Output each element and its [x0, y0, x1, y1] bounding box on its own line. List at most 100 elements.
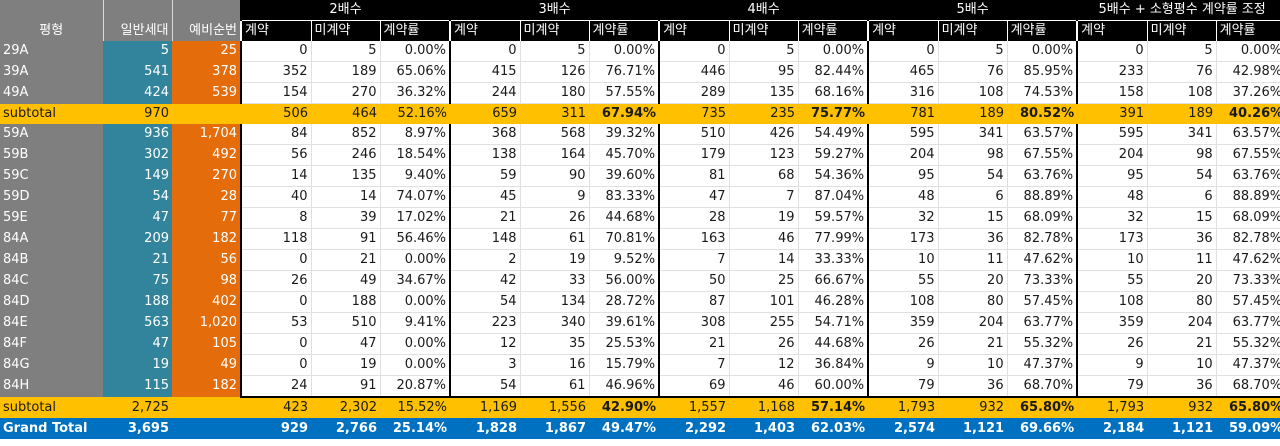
uncontracted-cell: 5: [311, 41, 381, 62]
rate-cell: 52.16%: [380, 103, 451, 124]
rate-cell: 0.00%: [380, 41, 451, 62]
header-uncontracted: 미계약: [519, 20, 590, 41]
uncontracted-cell: 36: [938, 228, 1008, 250]
uncontracted-cell: 1,168: [729, 397, 799, 418]
rate-cell: 68.09%: [1216, 207, 1280, 229]
rate-cell: 0.00%: [380, 291, 451, 313]
contract-cell: 391: [1077, 103, 1148, 124]
contract-cell: 12: [449, 333, 521, 355]
table-row: 84B 21 56 0 21 0.00% 2 19 9.52% 7 14 33.33% 10 11 47.6…: [0, 249, 1280, 271]
uncontracted-cell: 180: [520, 82, 590, 104]
header-rate: 계약률: [588, 20, 660, 41]
header-contract: 계약: [1076, 20, 1148, 41]
rate-cell: 60.00%: [798, 375, 869, 398]
contract-cell: 158: [1076, 82, 1148, 104]
reserve-count-cell: 1,020: [172, 312, 241, 334]
unit-type-cell: 39A: [0, 61, 103, 83]
header-contract: 계약: [240, 20, 311, 41]
uncontracted-cell: 54: [1147, 165, 1217, 187]
contract-cell: 54: [449, 375, 521, 398]
rate-cell: 67.55%: [1216, 144, 1280, 166]
reserve-count-cell: 182: [172, 228, 241, 250]
uncontracted-cell: 126: [520, 61, 590, 83]
header-group-row: 평형 일반세대 예비순번 2배수 3배수 4배수 5배수 5배수 + 소형평수 …: [0, 0, 1280, 41]
rate-cell: 63.57%: [1216, 124, 1280, 145]
rate-cell: 68.09%: [1007, 207, 1078, 229]
contract-cell: 138: [449, 144, 521, 166]
contract-cell: 48: [867, 186, 939, 208]
contract-cell: 929: [241, 418, 311, 439]
contract-cell: 2,292: [659, 418, 730, 439]
contract-cell: 204: [1076, 144, 1148, 166]
contract-cell: 14: [240, 165, 312, 187]
reserve-count-cell: 182: [172, 375, 241, 397]
contract-cell: 108: [1076, 291, 1148, 313]
rate-cell: 74.53%: [1007, 82, 1078, 104]
rate-cell: 74.07%: [380, 186, 451, 208]
uncontracted-cell: 36: [1147, 375, 1217, 398]
rate-cell: 70.81%: [589, 228, 660, 250]
uncontracted-cell: 311: [520, 103, 590, 124]
contract-cell: 21: [449, 207, 521, 229]
unit-type-cell: 84C: [0, 270, 103, 292]
rate-cell: 9.40%: [380, 165, 451, 187]
contract-cell: 0: [449, 41, 521, 62]
contract-cell: 40: [240, 186, 312, 208]
contract-cell: 316: [867, 82, 939, 104]
uncontracted-cell: 135: [311, 165, 381, 187]
general-count-cell: 563: [103, 312, 172, 334]
uncontracted-cell: 20: [938, 270, 1008, 292]
rate-cell: 0.00%: [380, 354, 451, 376]
uncontracted-cell: 91: [311, 375, 381, 398]
reserve-count-cell: 77: [172, 207, 241, 229]
uncontracted-cell: 36: [1147, 228, 1217, 250]
contract-cell: 359: [1076, 312, 1148, 334]
contract-cell: 308: [658, 312, 730, 334]
uncontracted-cell: 21: [938, 333, 1008, 355]
contract-cell: 506: [241, 103, 311, 124]
table-row: 84H 115 182 24 91 20.87% 54 61 46.96% 69 46 60.00% 7…: [0, 375, 1280, 398]
reserve-count-cell: 1,704: [172, 124, 241, 145]
unit-type-cell: 84A: [0, 228, 103, 250]
contract-cell: 173: [867, 228, 939, 250]
unit-type-cell: 59C: [0, 165, 103, 187]
unit-type-cell: 59D: [0, 186, 103, 208]
header-contract: 계약: [867, 20, 939, 41]
rate-cell: 68.16%: [798, 82, 869, 104]
general-count-cell: 188: [103, 291, 172, 313]
uncontracted-cell: 11: [1147, 249, 1217, 271]
contract-cell: 87: [658, 291, 730, 313]
header-subcolumn-row: 계약 미계약 계약률 계약 미계약 계약률 계약 미계약 계약률 계약 미계약 계약률 계약 미계약 계약률: [0, 20, 1280, 41]
contract-cell: 415: [449, 61, 521, 83]
table-row: 84E 563 1,020 53 510 9.41% 223 340 39.61% 308 255 5…: [0, 312, 1280, 334]
contract-cell: 84: [240, 124, 312, 145]
rate-cell: 18.54%: [380, 144, 451, 166]
uncontracted-cell: 2,302: [311, 397, 380, 418]
table-row: 84F 47 105 0 47 0.00% 12 35 25.53% 21 26 44.68% 26 21…: [0, 333, 1280, 355]
contract-cell: 0: [240, 249, 312, 271]
uncontracted-cell: 2,766: [311, 418, 380, 439]
unit-type-cell: 59E: [0, 207, 103, 229]
contract-cell: 352: [240, 61, 312, 83]
contract-cell: 148: [449, 228, 521, 250]
rate-cell: 87.04%: [798, 186, 869, 208]
table-row: 59A 936 1,704 84 852 8.97% 368 568 39.32% 510 426 5…: [0, 124, 1280, 145]
uncontracted-cell: 12: [729, 354, 799, 376]
rate-cell: 59.09%: [1216, 418, 1280, 439]
general-count-cell: 54: [103, 186, 172, 208]
reserve-count-cell: 98: [172, 270, 241, 292]
header-rate: 계약률: [1215, 20, 1280, 41]
uncontracted-cell: 5: [729, 41, 799, 62]
uncontracted-cell: 1,867: [520, 418, 590, 439]
contract-cell: 118: [240, 228, 312, 250]
general-count-cell: 5: [103, 41, 172, 62]
rate-cell: 85.95%: [1007, 61, 1078, 83]
contract-cell: 26: [240, 270, 312, 292]
uncontracted-cell: 33: [520, 270, 590, 292]
uncontracted-cell: 255: [729, 312, 799, 334]
rate-cell: 46.28%: [798, 291, 869, 313]
uncontracted-cell: 134: [520, 291, 590, 313]
contract-cell: 233: [1076, 61, 1148, 83]
uncontracted-cell: 341: [1147, 124, 1217, 145]
header-reserve: 예비순번: [172, 0, 242, 41]
